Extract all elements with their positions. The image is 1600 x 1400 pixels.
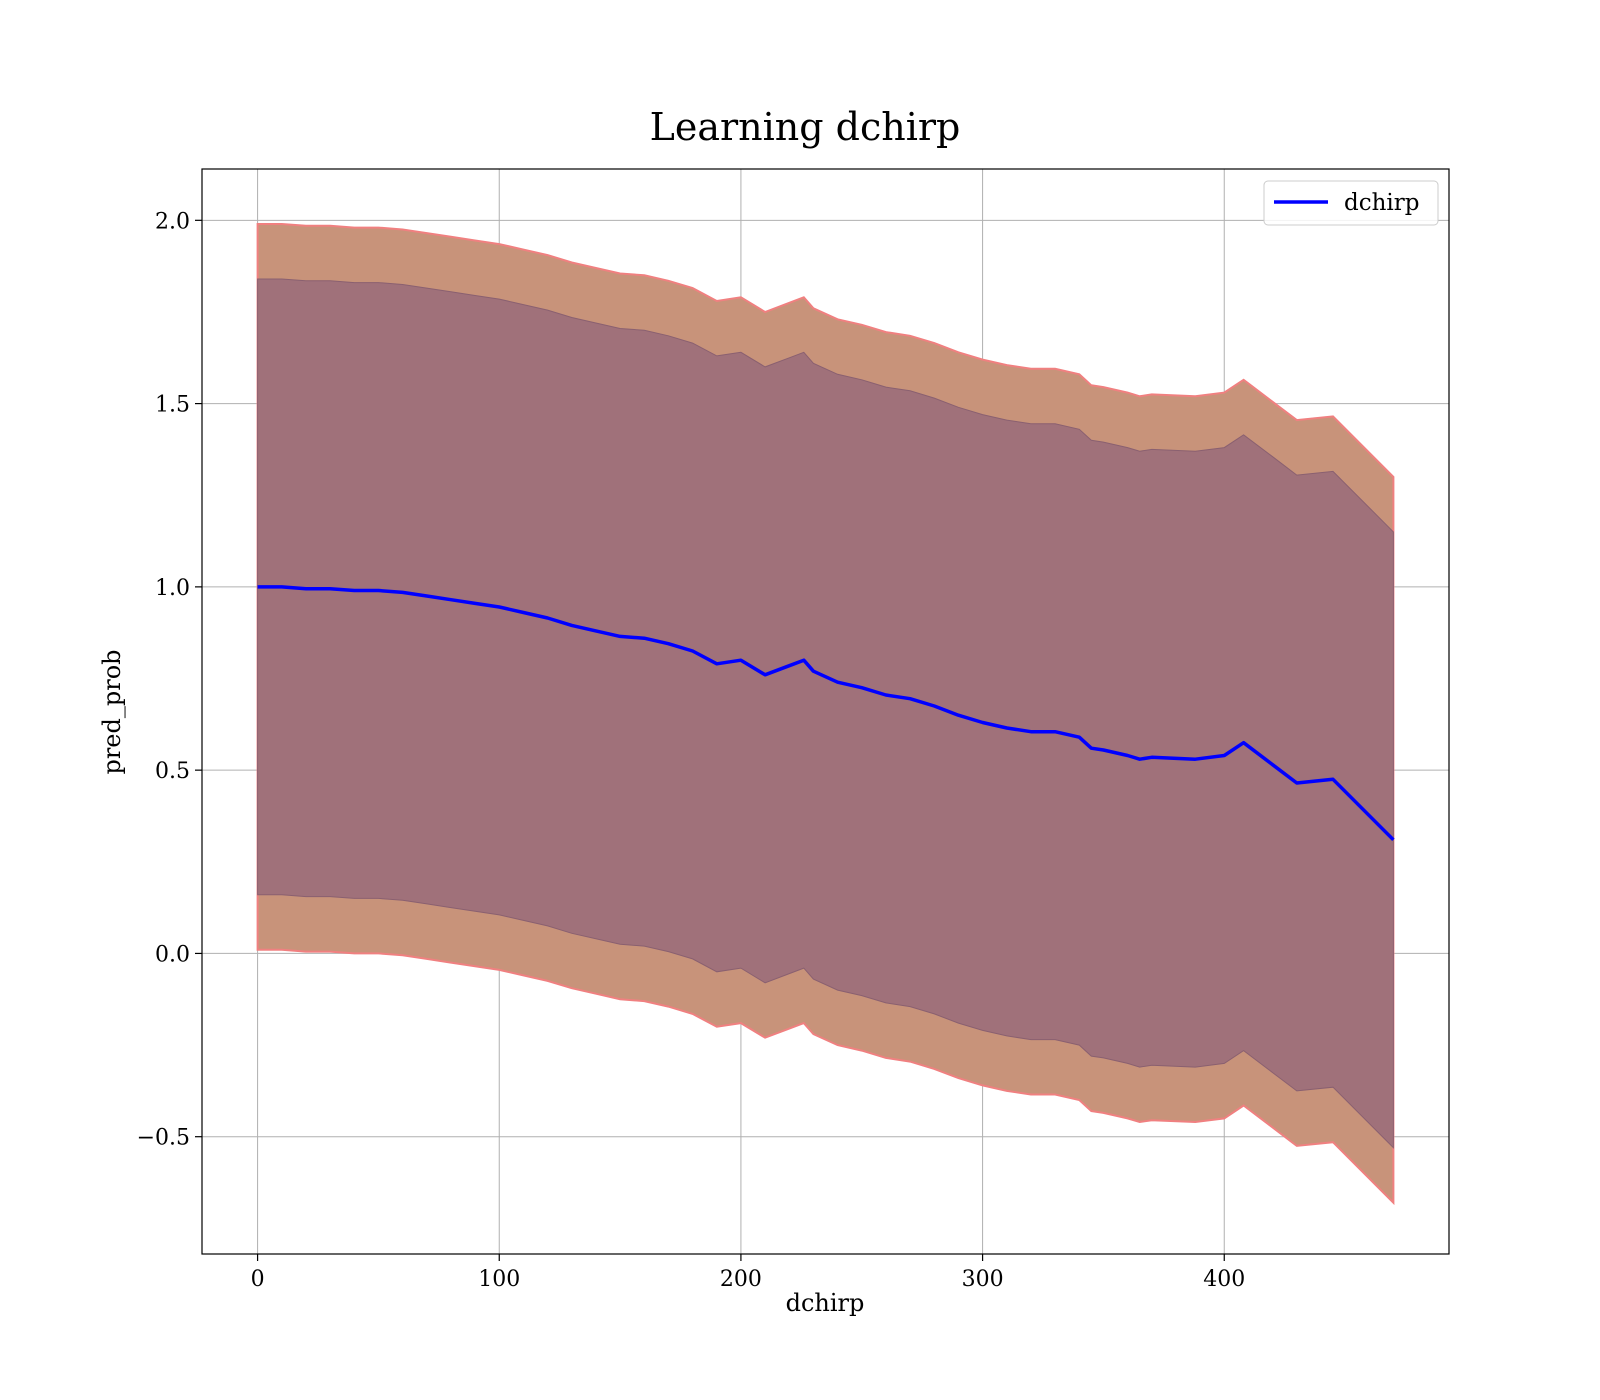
confidence-bands (256, 223, 1395, 1206)
series-line-dchirp (257, 585, 1395, 842)
x-axis-label: dchirp (786, 1289, 865, 1317)
series-lines (257, 585, 1395, 842)
chart-title: Learning dchirp (650, 105, 961, 149)
x-tick-label: 300 (962, 1267, 1004, 1292)
y-tick-label: 2.0 (155, 209, 190, 234)
legend-entry-dchirp: dchirp (1344, 190, 1420, 216)
x-tick-label: 200 (720, 1267, 762, 1292)
y-axis-label: pred_prob (98, 649, 126, 774)
x-tick-label: 100 (478, 1267, 520, 1292)
x-tick-label: 0 (251, 1267, 265, 1292)
axis-ticks: 0 100 200 300 400 −0.5 0.0 0.5 1.0 1.5 2.0 (137, 209, 1246, 1292)
inner-band (257, 278, 1394, 1149)
y-tick-label: −0.5 (137, 1126, 190, 1151)
x-tick-label: 400 (1203, 1267, 1245, 1292)
y-tick-label: 1.5 (155, 393, 190, 418)
y-tick-label: 0.5 (155, 759, 190, 784)
legend: dchirp (1263, 180, 1439, 226)
plot-frame (201, 168, 1450, 1255)
y-tick-label: 0.0 (155, 942, 190, 967)
legend-box (1263, 180, 1439, 226)
y-tick-label: 1.0 (155, 576, 190, 601)
